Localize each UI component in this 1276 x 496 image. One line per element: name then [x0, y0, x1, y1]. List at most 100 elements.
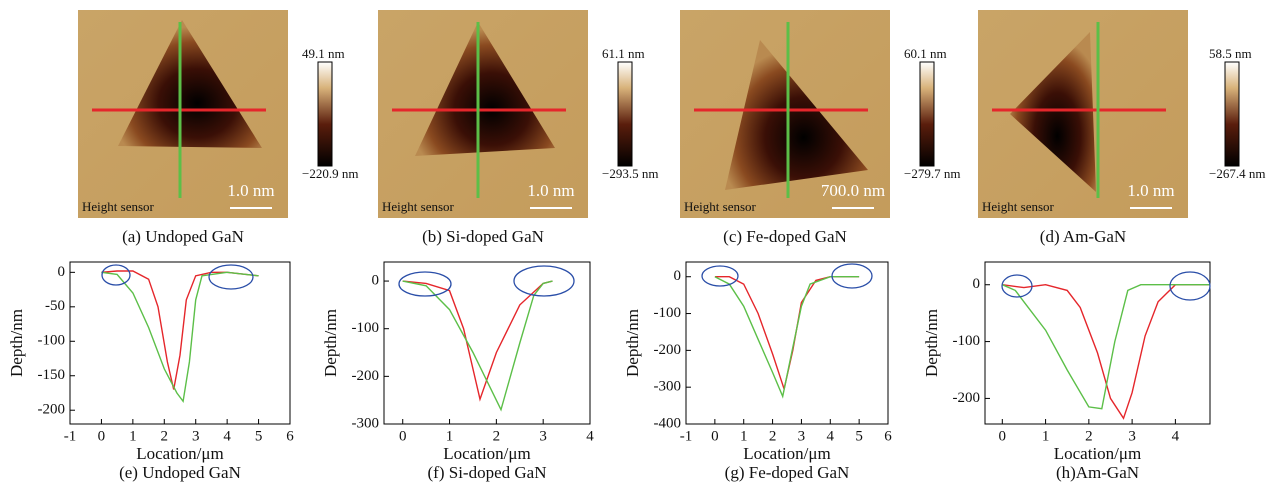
y-tick-label: -50 — [45, 298, 65, 314]
x-axis-label: Location/μm — [443, 444, 530, 463]
colorbar — [317, 61, 333, 167]
y-tick-label: -200 — [654, 342, 682, 358]
colorbar-min: −220.9 nm — [302, 166, 358, 181]
profile-line — [402, 280, 553, 402]
colorbar-min: −267.4 nm — [1209, 166, 1265, 181]
x-tick-label: 5 — [855, 428, 863, 444]
y-tick-label: -400 — [654, 415, 682, 431]
y-tick-label: -100 — [38, 333, 66, 349]
x-tick-label: 0 — [711, 428, 719, 444]
scale-bar-label: 700.0 nm — [821, 181, 885, 200]
scale-bar-label: 1.0 nm — [527, 181, 574, 200]
colorbar-max: 49.1 nm — [302, 46, 345, 61]
chart-caption: (e) Undoped GaN — [119, 463, 241, 482]
image-caption: (d) Am-GaN — [1040, 227, 1126, 246]
pit — [118, 20, 262, 148]
highlight-ellipse — [1001, 274, 1033, 298]
y-tick-label: 0 — [372, 272, 380, 288]
x-tick-label: 4 — [827, 428, 835, 444]
x-tick-label: 6 — [884, 428, 892, 444]
profile-line — [714, 276, 860, 399]
x-tick-label: -1 — [680, 428, 693, 444]
highlight-ellipse — [701, 265, 739, 287]
y-axis-label: Depth/nm — [321, 309, 340, 377]
highlight-ellipse — [1169, 271, 1211, 301]
pit — [415, 22, 555, 156]
y-axis-label: Depth/nm — [623, 309, 642, 377]
y-tick-label: -300 — [352, 415, 380, 431]
afm-image: Height sensor 700.0 nm — [680, 10, 890, 218]
x-tick-label: 4 — [223, 428, 231, 444]
y-tick-label: -300 — [654, 379, 682, 395]
channel-label: Height sensor — [982, 199, 1055, 214]
colorbar — [617, 61, 633, 167]
x-tick-label: 4 — [1172, 428, 1180, 444]
y-tick-label: -200 — [38, 402, 66, 418]
x-tick-label: 1 — [446, 428, 454, 444]
scale-bar-label: 1.0 nm — [227, 181, 274, 200]
x-tick-label: 4 — [586, 428, 594, 444]
colorbar — [1224, 61, 1240, 167]
x-tick-label: 2 — [493, 428, 501, 444]
y-tick-label: -100 — [953, 333, 981, 349]
colorbar — [919, 61, 935, 167]
y-tick-label: -150 — [38, 367, 66, 383]
chart-caption: (g) Fe-doped GaN — [725, 463, 850, 482]
colorbar-max: 60.1 nm — [904, 46, 947, 61]
profile-line — [1002, 283, 1210, 420]
x-tick-label: 0 — [999, 428, 1007, 444]
x-tick-label: 2 — [1085, 428, 1093, 444]
x-tick-label: 1 — [1042, 428, 1050, 444]
x-tick-label: 1 — [129, 428, 137, 444]
x-axis-label: Location/μm — [1054, 444, 1141, 463]
colorbar-min: −293.5 nm — [602, 166, 658, 181]
x-axis-label: Location/μm — [136, 444, 223, 463]
colorbar-min: −279.7 nm — [904, 166, 960, 181]
y-axis-label: Depth/nm — [922, 309, 941, 377]
channel-label: Height sensor — [684, 199, 757, 214]
y-tick-label: 0 — [973, 276, 981, 292]
x-tick-label: 2 — [161, 428, 169, 444]
y-tick-label: 0 — [674, 268, 682, 284]
x-tick-label: 0 — [399, 428, 407, 444]
colorbar-max: 61.1 nm — [602, 46, 645, 61]
x-axis-label: Location/μm — [743, 444, 830, 463]
colorbar-max: 58.5 nm — [1209, 46, 1252, 61]
x-tick-label: 3 — [1128, 428, 1136, 444]
plot-frame — [984, 261, 1211, 425]
pit — [725, 40, 868, 190]
x-tick-label: 3 — [798, 428, 806, 444]
y-tick-label: -200 — [953, 390, 981, 406]
y-tick-label: 0 — [58, 264, 66, 280]
highlight-ellipse — [398, 271, 452, 297]
x-tick-label: -1 — [64, 428, 77, 444]
profile-line — [101, 271, 259, 404]
chart-caption: (h)Am-GaN — [1056, 463, 1139, 482]
plot-frame — [383, 261, 591, 425]
plot-frame — [685, 261, 889, 425]
highlight-ellipse — [208, 264, 254, 290]
pit — [1010, 32, 1096, 192]
highlight-ellipse — [101, 264, 131, 286]
highlight-ellipse — [513, 265, 575, 297]
x-tick-label: 3 — [539, 428, 547, 444]
image-caption: (b) Si-doped GaN — [422, 227, 544, 246]
channel-label: Height sensor — [82, 199, 155, 214]
image-caption: (c) Fe-doped GaN — [723, 227, 847, 246]
y-axis-label: Depth/nm — [7, 309, 26, 377]
profile-line — [1002, 284, 1210, 410]
afm-image: Height sensor 1.0 nm — [378, 10, 588, 218]
scale-bar-label: 1.0 nm — [1127, 181, 1174, 200]
x-tick-label: 6 — [286, 428, 294, 444]
highlight-ellipse — [831, 263, 873, 289]
afm-image: Height sensor 1.0 nm — [978, 10, 1188, 218]
afm-image: Height sensor 1.0 nm — [78, 10, 288, 218]
x-tick-label: 1 — [740, 428, 748, 444]
chart-caption: (f) Si-doped GaN — [428, 463, 547, 482]
image-caption: (a) Undoped GaN — [122, 227, 244, 246]
x-tick-label: 5 — [255, 428, 263, 444]
x-tick-label: 2 — [769, 428, 777, 444]
y-tick-label: -100 — [352, 320, 380, 336]
y-tick-label: -200 — [352, 368, 380, 384]
